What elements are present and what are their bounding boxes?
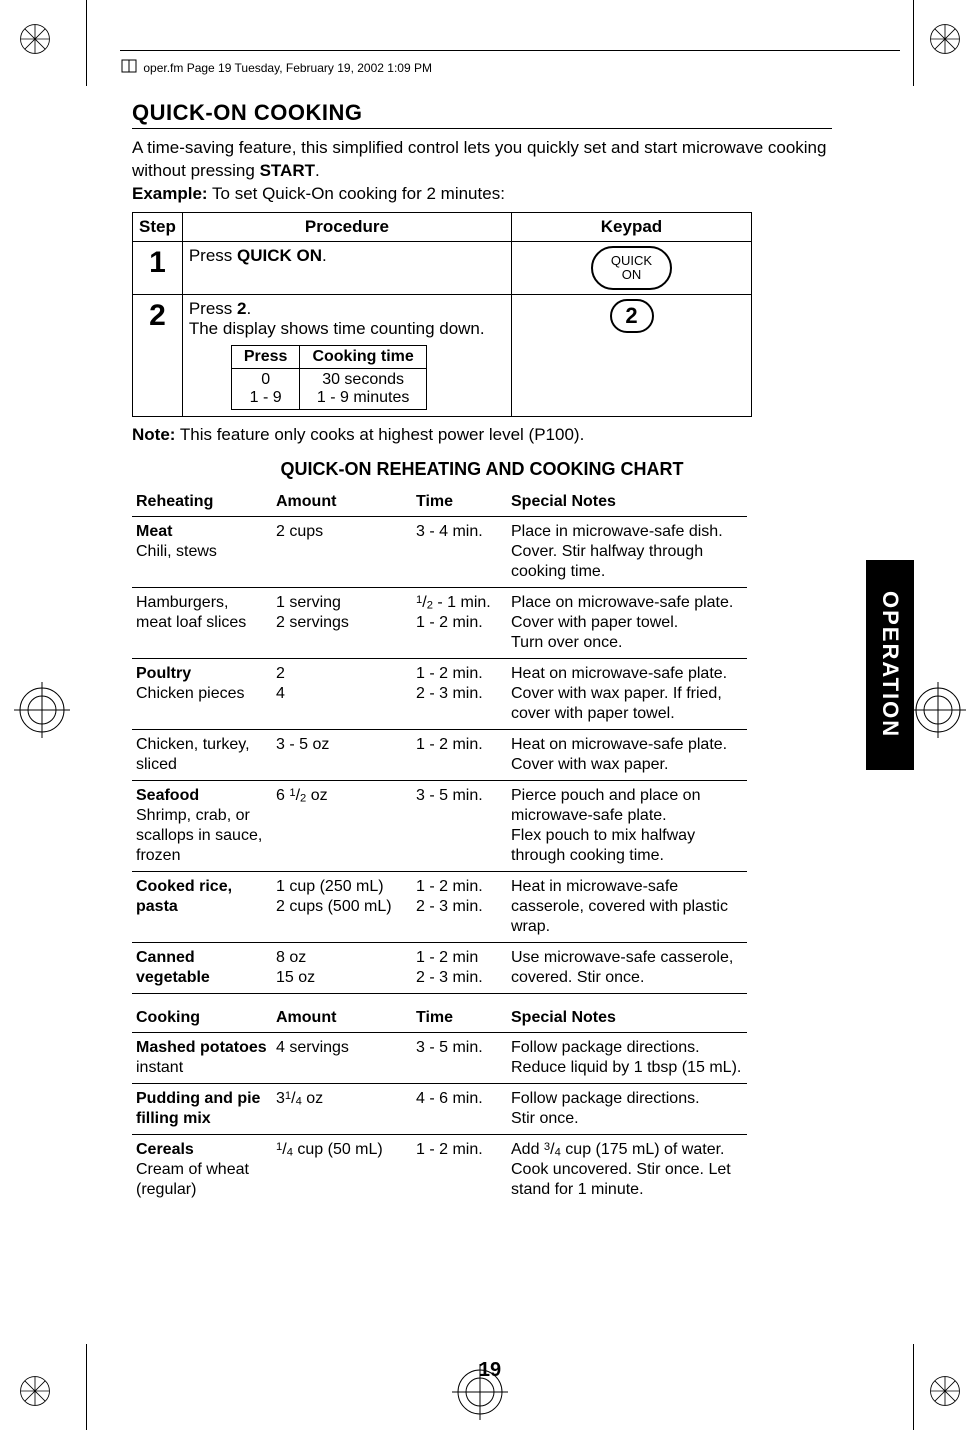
table-row: Canned vegetable8 oz15 oz1 - 2 min2 - 3 … <box>132 943 747 994</box>
page-number: 19 <box>0 1359 980 1382</box>
table-row: 2 Press 2. The display shows time counti… <box>133 295 752 417</box>
table-row: Cooked rice, pasta1 cup (250 mL)2 cups (… <box>132 872 747 943</box>
page-content: QUICK-ON COOKING A time-saving feature, … <box>132 100 832 1205</box>
crosshair-icon <box>908 680 968 740</box>
inner-h-press: Press <box>231 346 300 369</box>
print-mark-icon <box>18 22 52 56</box>
table-row: CerealsCream of wheat (regular)1/4 cup (… <box>132 1135 747 1206</box>
example-text: To set Quick-On cooking for 2 minutes: <box>208 184 505 203</box>
intro-start: START <box>260 161 315 180</box>
side-tab-operation: OPERATION <box>866 560 914 770</box>
chart-h1: Reheating <box>132 488 272 517</box>
inner-h-cooking: Cooking time <box>300 346 426 369</box>
keypad-cell: QUICKON <box>512 241 752 295</box>
step2-text: Press 2. The display shows time counting… <box>182 295 511 417</box>
proc-header-step: Step <box>133 212 183 241</box>
table-row: PoultryChicken pieces241 - 2 min.2 - 3 m… <box>132 659 747 730</box>
chart-h4: Special Notes <box>507 1004 747 1033</box>
guide-line <box>913 0 914 86</box>
proc-header-keypad: Keypad <box>512 212 752 241</box>
inner-table: Press Cooking time 01 - 9 30 seconds1 - … <box>231 345 427 410</box>
section-title: QUICK-ON COOKING <box>132 100 832 126</box>
table-row: Pudding and pie filling mix31/4 oz4 - 6 … <box>132 1084 747 1135</box>
chart-h1: Cooking <box>132 1004 272 1033</box>
step-number: 2 <box>133 295 183 417</box>
table-row: SeafoodShrimp, crab, or scallops in sauc… <box>132 781 747 872</box>
intro-text: A time-saving feature, this simplified c… <box>132 137 832 206</box>
step-number: 1 <box>133 241 183 295</box>
header-text: oper.fm Page 19 Tuesday, February 19, 20… <box>143 61 432 75</box>
book-icon <box>120 57 140 77</box>
chart-h3: Time <box>412 1004 507 1033</box>
crosshair-icon <box>12 680 72 740</box>
intro-line: A time-saving feature, this simplified c… <box>132 138 826 180</box>
chart-h4: Special Notes <box>507 488 747 517</box>
chart-h2: Amount <box>272 1004 412 1033</box>
chart-title: QUICK-ON REHEATING AND COOKING CHART <box>132 459 832 480</box>
table-row: Hamburgers, meat loaf slices1 serving2 s… <box>132 588 747 659</box>
example-label: Example: <box>132 184 208 203</box>
keypad-2-button-graphic: 2 <box>610 299 654 333</box>
page-header: oper.fm Page 19 Tuesday, February 19, 20… <box>120 50 900 77</box>
guide-line <box>86 1344 87 1430</box>
step1-text: Press QUICK ON. <box>182 241 511 295</box>
table-row: Chicken, turkey, sliced3 - 5 oz1 - 2 min… <box>132 730 747 781</box>
reheating-chart: Reheating Amount Time Special Notes Meat… <box>132 488 747 994</box>
procedure-table: Step Procedure Keypad 1 Press QUICK ON. … <box>132 212 752 418</box>
table-row: MeatChili, stews2 cups3 - 4 min.Place in… <box>132 517 747 588</box>
print-mark-icon <box>928 22 962 56</box>
chart-h3: Time <box>412 488 507 517</box>
intro-period: . <box>315 161 320 180</box>
table-row: 1 Press QUICK ON. QUICKON <box>133 241 752 295</box>
keypad-cell: 2 <box>512 295 752 417</box>
table-row: 01 - 9 30 seconds1 - 9 minutes <box>231 369 426 410</box>
table-row: Mashed potatoesinstant4 servings3 - 5 mi… <box>132 1033 747 1084</box>
guide-line <box>86 0 87 86</box>
cooking-chart: Cooking Amount Time Special Notes Mashed… <box>132 1004 747 1205</box>
proc-header-procedure: Procedure <box>182 212 511 241</box>
title-rule <box>132 128 832 129</box>
chart-h2: Amount <box>272 488 412 517</box>
note-text: Note: This feature only cooks at highest… <box>132 425 832 445</box>
guide-line <box>913 1344 914 1430</box>
quick-on-button-graphic: QUICKON <box>591 246 672 291</box>
